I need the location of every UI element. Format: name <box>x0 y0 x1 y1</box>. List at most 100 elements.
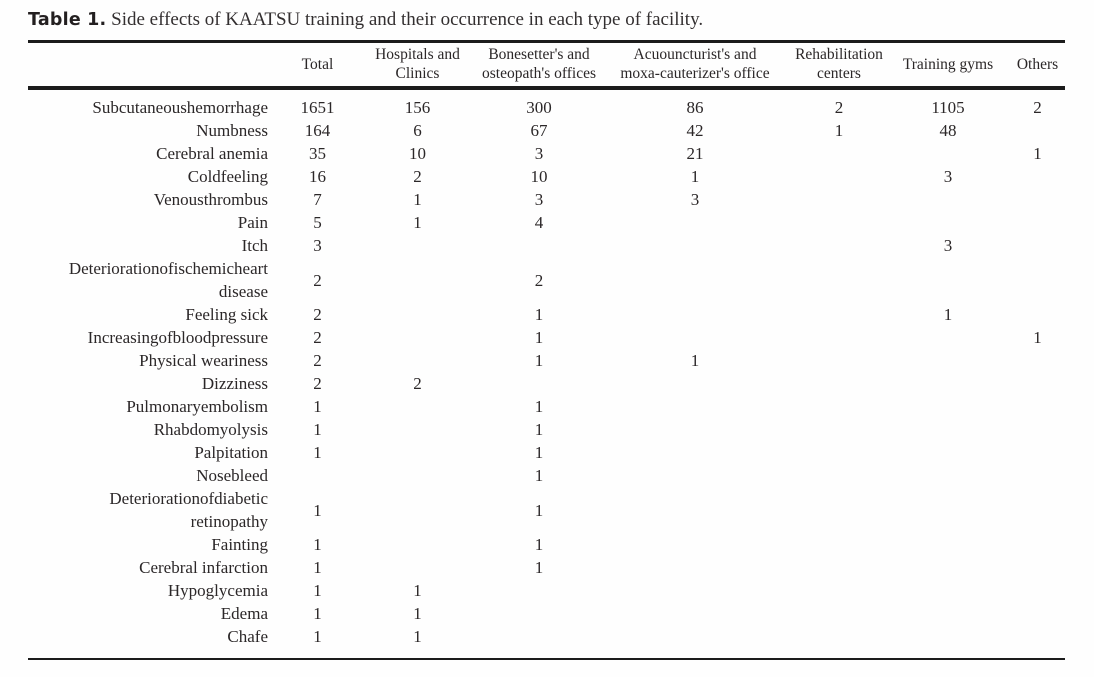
table-row: Nosebleed 1 <box>28 464 1065 487</box>
count-cell <box>792 625 886 659</box>
count-cell <box>1010 349 1065 372</box>
side-effect-label: Coldfeeling <box>187 167 268 186</box>
table-row: Dizziness 2 2 <box>28 372 1065 395</box>
table-row: Coldfeeling 16 2 10 1 3 <box>28 165 1065 188</box>
count-cell: 2 <box>534 270 544 290</box>
count-cell <box>598 464 792 487</box>
count-cell: 2 <box>313 270 322 290</box>
table-header-row: Total Hospitals and Clinics Bonesetter's a… <box>28 41 1065 90</box>
side-effect-label: Physical weariness <box>139 351 268 370</box>
count-cell: 3 <box>534 144 544 163</box>
count-cell <box>886 602 1010 625</box>
count-cell <box>355 556 480 579</box>
side-effect-label: Pulmonaryembolism <box>126 397 268 416</box>
count-cell: 5 <box>313 213 322 232</box>
side-effect-label: Subcutaneoushemorrhage <box>92 98 268 117</box>
count-cell <box>1010 487 1065 533</box>
count-cell <box>355 441 480 464</box>
side-effect-label: Pain <box>237 213 268 232</box>
table-row: Increasingofbloodpressure 2 1 1 <box>28 326 1065 349</box>
count-cell: 35 <box>309 144 326 163</box>
count-cell <box>480 602 598 625</box>
side-effect-label: Deteriorationofdiabetic retinopathy <box>109 489 268 531</box>
count-cell <box>792 142 886 165</box>
count-cell <box>886 188 1010 211</box>
count-cell: 1105 <box>931 98 965 117</box>
count-cell: 3 <box>313 236 322 255</box>
count-cell <box>480 234 598 257</box>
count-cell: 2 <box>834 98 844 117</box>
count-cell: 1 <box>690 167 700 186</box>
count-cell <box>792 303 886 326</box>
count-cell <box>886 533 1010 556</box>
table-row: Deteriorationofdiabetic retinopathy 1 1 <box>28 487 1065 533</box>
side-effect-label: Feeling sick <box>185 305 268 324</box>
count-cell <box>792 395 886 418</box>
count-cell <box>1010 602 1065 625</box>
count-cell <box>598 418 792 441</box>
count-cell: 1 <box>1033 144 1042 163</box>
count-cell <box>792 211 886 234</box>
count-cell: 2 <box>1033 98 1042 117</box>
count-cell: 1 <box>534 443 544 462</box>
count-cell <box>792 326 886 349</box>
count-cell: 1 <box>313 627 322 646</box>
count-cell <box>792 464 886 487</box>
table-row: Rhabdomyolysis 1 1 <box>28 418 1065 441</box>
table-row: Chafe 1 1 <box>28 625 1065 659</box>
side-effect-label: Nosebleed <box>196 466 268 485</box>
count-cell: 10 <box>530 167 548 186</box>
side-effect-label: Fainting <box>211 535 268 554</box>
count-cell <box>1010 165 1065 188</box>
count-cell <box>598 326 792 349</box>
count-cell <box>355 487 480 533</box>
count-cell <box>598 257 792 303</box>
count-cell: 1 <box>534 500 544 520</box>
count-cell: 1 <box>534 535 544 554</box>
count-cell <box>1010 211 1065 234</box>
count-cell: 1 <box>834 121 844 140</box>
count-cell <box>792 579 886 602</box>
count-cell: 1 <box>943 305 953 324</box>
count-cell: 1 <box>313 443 322 462</box>
count-cell: 16 <box>309 167 326 186</box>
table-row: Cerebral anemia 35 10 3 21 1 <box>28 142 1065 165</box>
count-cell <box>792 556 886 579</box>
count-cell: 3 <box>690 190 700 209</box>
table-row: Physical weariness 2 1 1 <box>28 349 1065 372</box>
count-cell <box>598 395 792 418</box>
count-cell <box>886 257 1010 303</box>
count-cell <box>598 372 792 395</box>
count-cell <box>1010 395 1065 418</box>
count-cell: 42 <box>686 121 704 140</box>
count-cell <box>1010 303 1065 326</box>
count-cell <box>886 487 1010 533</box>
table-row: Pain 5 1 4 <box>28 211 1065 234</box>
count-cell <box>886 579 1010 602</box>
count-cell: 1 <box>413 604 422 623</box>
count-cell: 1 <box>413 581 422 600</box>
count-cell <box>355 464 480 487</box>
count-cell: 1 <box>313 535 322 554</box>
table-row: Deteriorationofischemicheart disease 2 2 <box>28 257 1065 303</box>
count-cell <box>280 464 355 487</box>
count-cell: 2 <box>413 374 422 393</box>
count-cell <box>792 234 886 257</box>
count-cell <box>355 303 480 326</box>
side-effect-label: Hypoglycemia <box>167 581 268 600</box>
count-cell <box>1010 625 1065 659</box>
count-cell <box>886 142 1010 165</box>
count-cell: 67 <box>530 121 548 140</box>
count-cell: 1 <box>1033 328 1042 347</box>
count-cell <box>598 441 792 464</box>
count-cell <box>355 418 480 441</box>
table-row: Pulmonaryembolism 1 1 <box>28 395 1065 418</box>
count-cell <box>355 257 480 303</box>
count-cell: 3 <box>534 190 544 209</box>
count-cell <box>792 441 886 464</box>
count-cell: 10 <box>409 144 426 163</box>
count-cell <box>355 533 480 556</box>
count-cell <box>886 441 1010 464</box>
count-cell: 3 <box>943 167 953 186</box>
